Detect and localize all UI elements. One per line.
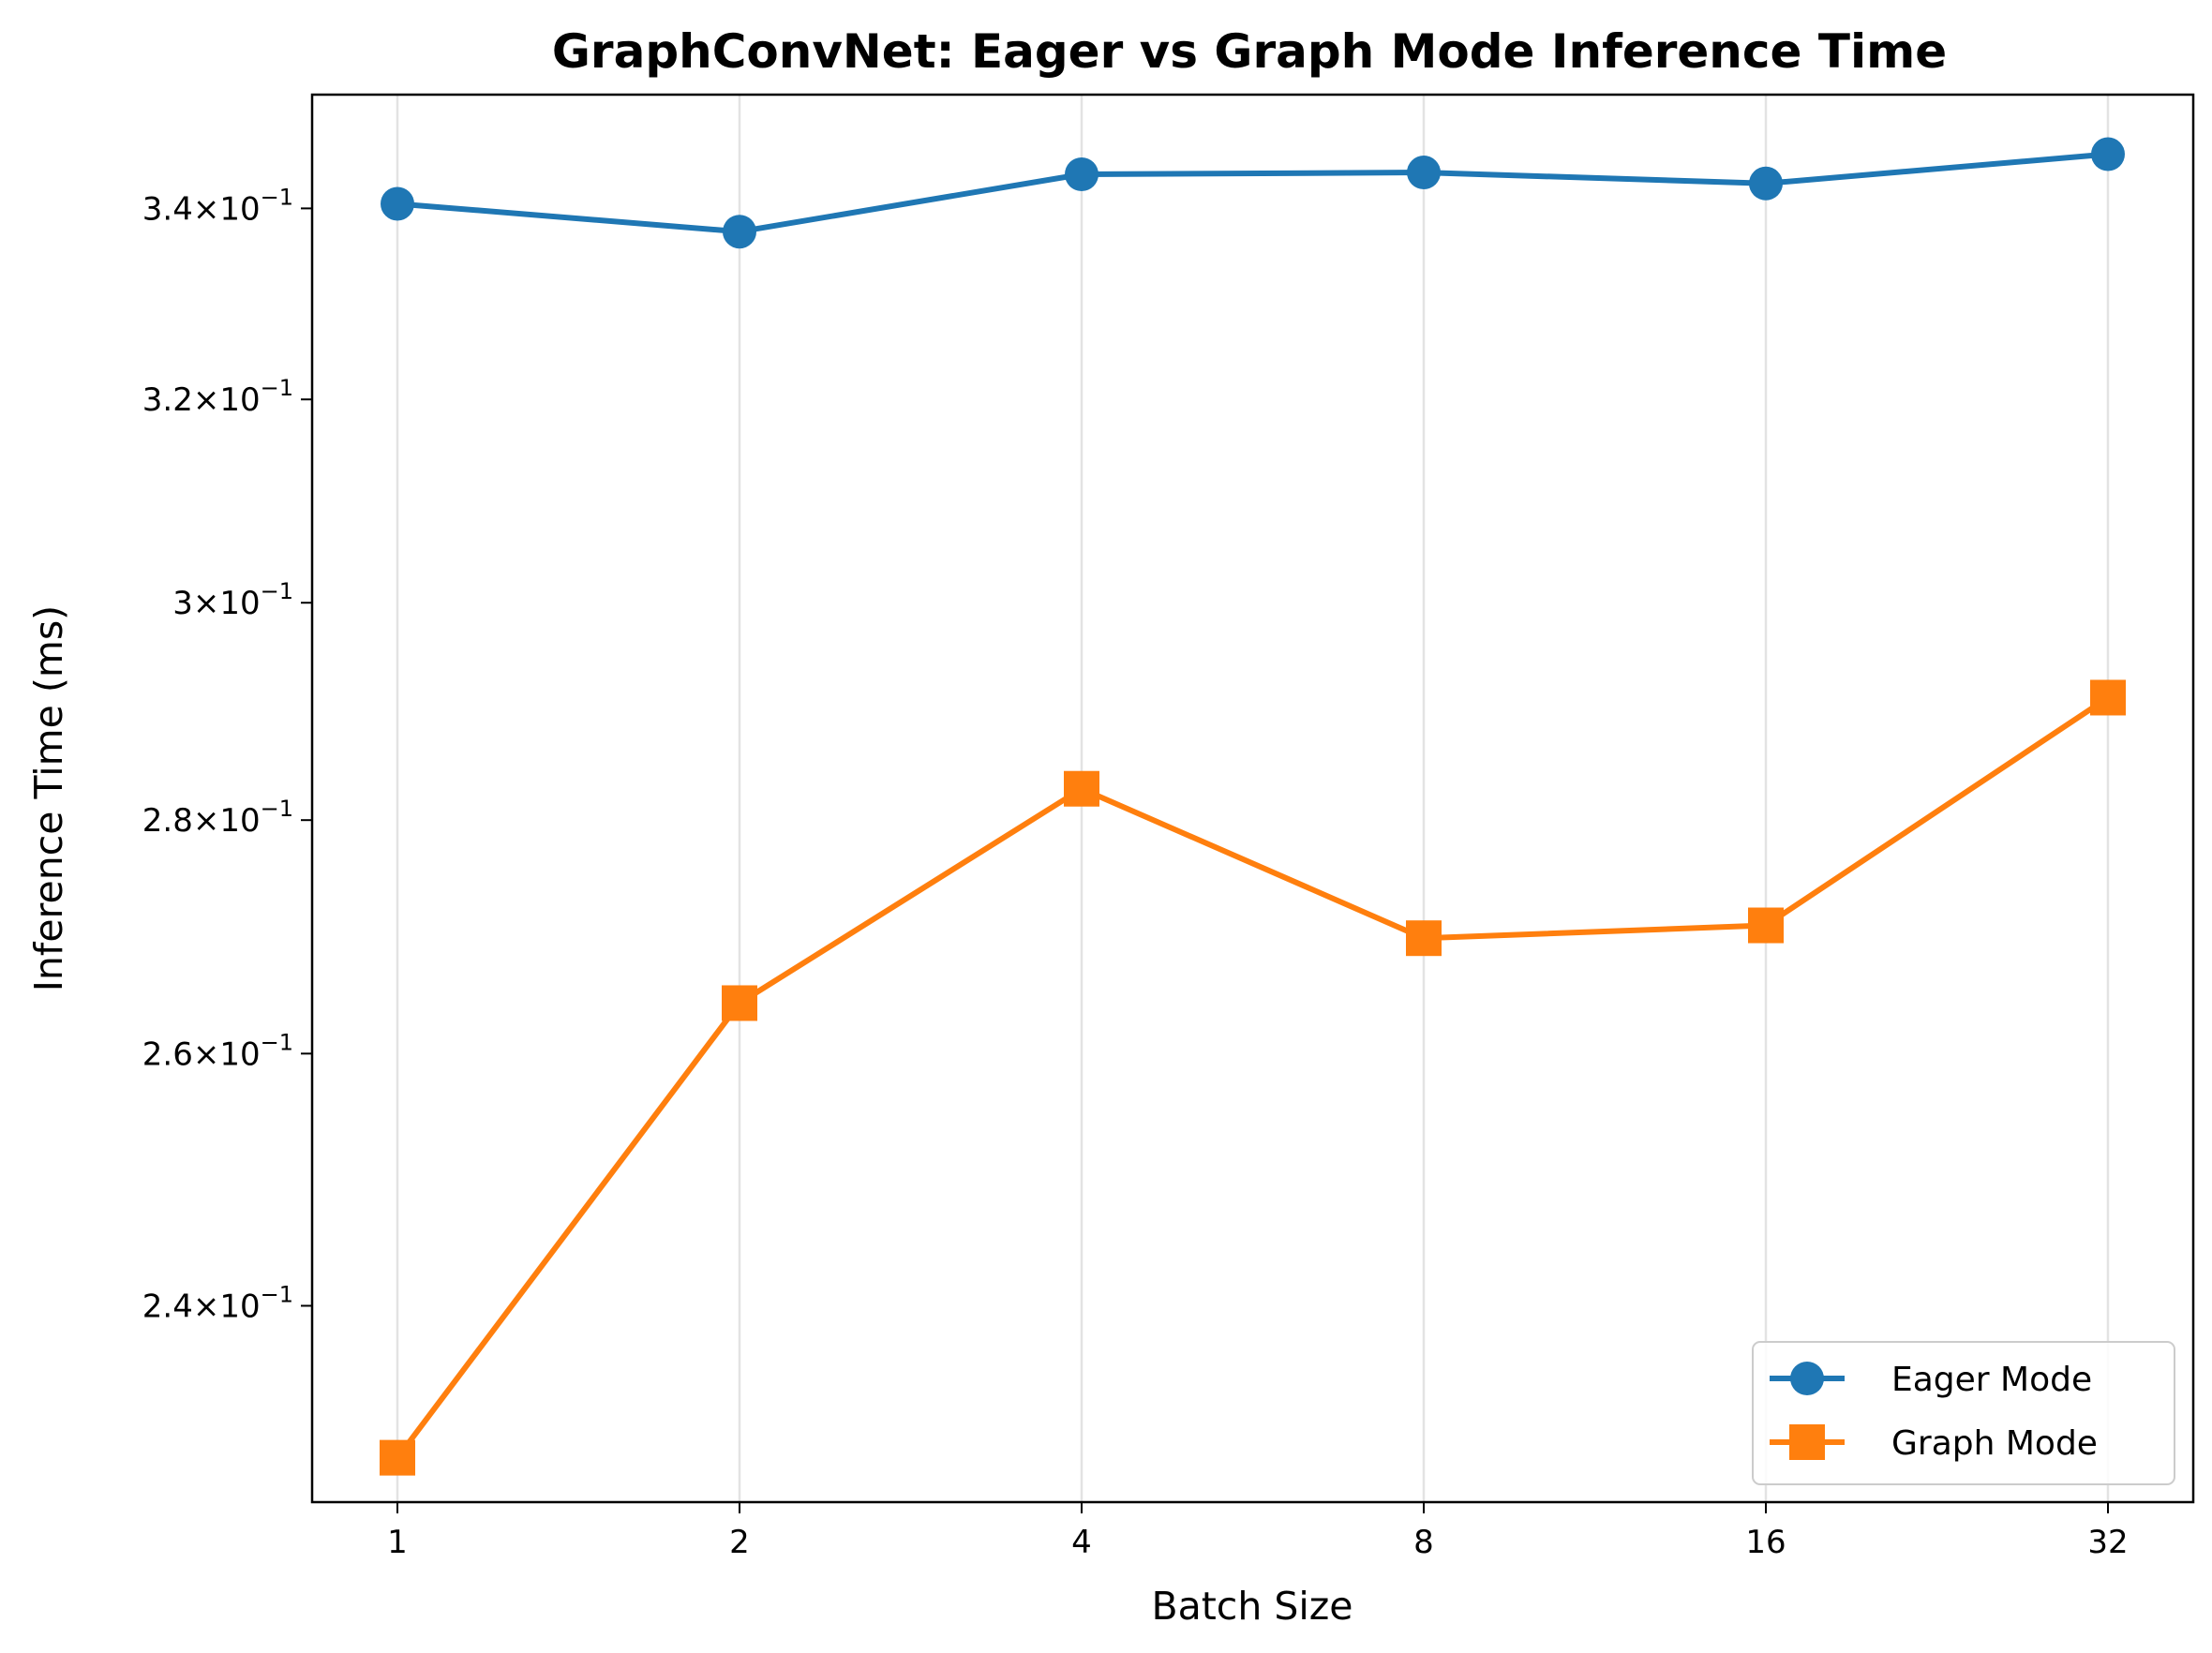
series-layer [380,137,2126,1476]
y-tick-mantissa: 2.4 [142,1288,193,1325]
series-eager-mode [381,137,2125,249]
x-tick-label: 8 [1413,1524,1434,1561]
legend-marker [1789,1424,1825,1460]
y-tick-exponent: −1 [261,796,293,822]
series-graph-mode [380,679,2126,1476]
y-tick-mantissa: 2.6 [142,1035,193,1073]
chart-title: GraphConvNet: Eager vs Graph Mode Infere… [552,24,1947,79]
y-axis-label: Inference Time (ms) [26,605,71,991]
y-tick-mantissa: 3.2 [142,381,193,419]
series-line [395,694,2110,1460]
x-axis: 1 2 4 8 16 32 [387,1502,2129,1561]
y-tick-exponent: −1 [261,1281,293,1307]
grid [396,95,2110,1502]
data-point [2091,137,2125,171]
y-tick-times-ten: ×10 [193,585,261,622]
data-point [1748,907,1784,944]
y-tick-exponent: −1 [261,578,293,604]
y-tick-label: 2.8×10−1 [142,796,293,840]
legend-box [1752,1341,2175,1485]
y-tick-times-ten: ×10 [193,1035,261,1073]
data-point [722,985,757,1021]
y-tick-label: 2.4×10−1 [142,1281,293,1325]
data-point [723,215,756,249]
legend-label: Graph Mode [1891,1424,2098,1463]
y-tick-label: 3×10−1 [172,578,293,622]
data-point [380,1439,415,1476]
x-axis-label: Batch Size [1151,1584,1353,1629]
y-tick-exponent: −1 [261,375,293,401]
x-tick-label: 32 [2087,1524,2128,1561]
legend: Eager Mode Graph Mode [1752,1341,2175,1485]
data-point [381,186,414,221]
y-tick-label: 3.2×10−1 [142,375,293,419]
y-tick-exponent: −1 [261,184,293,210]
data-point [1749,166,1783,201]
data-point [2090,679,2126,716]
y-tick-label: 3.4×10−1 [142,184,293,228]
data-point [1406,920,1442,957]
y-tick-times-ten: ×10 [193,802,261,840]
series-line [396,151,2109,235]
y-tick-exponent: −1 [261,1029,293,1055]
y-tick-times-ten: ×10 [193,1288,261,1325]
legend-label: Eager Mode [1891,1361,2092,1399]
y-tick-times-ten: ×10 [193,381,261,419]
x-tick-label: 4 [1071,1524,1092,1561]
y-tick-mantissa: 3 [172,585,193,622]
data-point [1407,156,1441,190]
data-point [1065,157,1099,192]
y-axis: 2.4×10−12.6×10−12.8×10−13×10−13.2×10−13.… [142,184,312,1325]
x-tick-label: 16 [1745,1524,1786,1561]
y-tick-times-ten: ×10 [193,190,261,228]
legend-item: Eager Mode [1770,1361,2092,1399]
data-point [1064,770,1099,807]
plot-area-frame [310,93,2195,1504]
y-tick-mantissa: 3.4 [142,190,193,228]
y-tick-label: 2.6×10−1 [142,1029,293,1073]
legend-item: Graph Mode [1770,1424,2098,1463]
x-tick-label: 1 [387,1524,408,1561]
legend-marker [1790,1362,1824,1395]
y-tick-mantissa: 2.8 [142,802,193,840]
x-tick-label: 2 [729,1524,750,1561]
